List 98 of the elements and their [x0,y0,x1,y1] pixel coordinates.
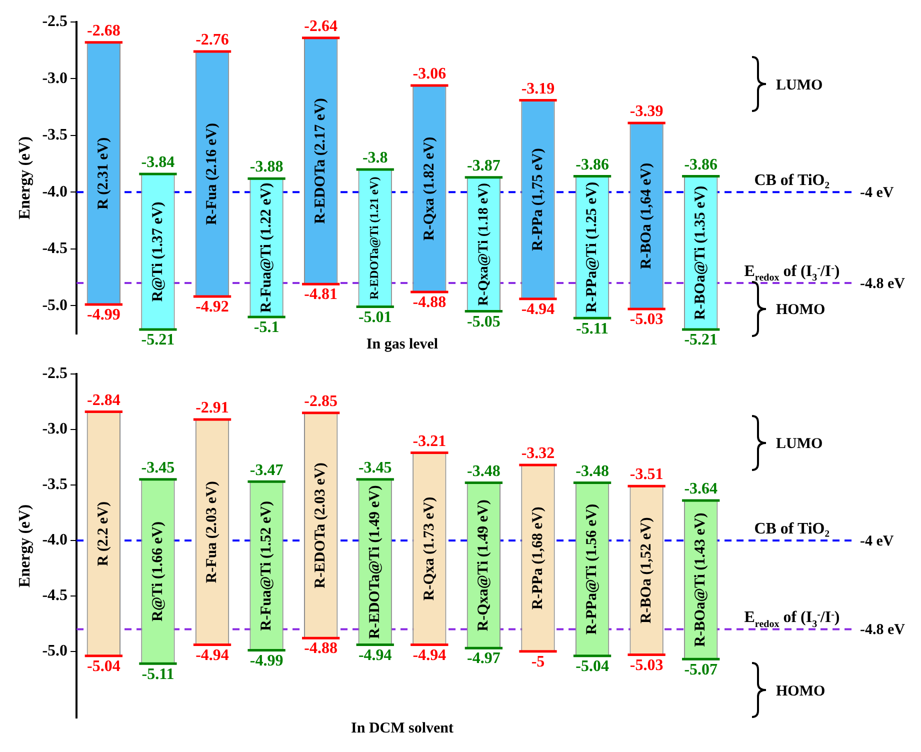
y-tick-label: -5.0 [42,642,68,660]
category-label: R-BOa (1,52 eV) [638,517,654,624]
annotation: -2.64 [304,18,338,36]
annotation: -4.94 [196,646,229,664]
annotation: -5.11 [576,320,609,338]
annotation: -5.05 [467,313,500,330]
category-label: R-BOa@Ti (1.35 eV) [692,186,709,320]
category-label: R-Fua (2.03 eV) [204,481,220,584]
y-tick-label: -3.5 [42,126,68,144]
annotation: -3.51 [630,466,664,484]
category-label: R-EDOTa@Ti (1.49 eV) [366,485,383,639]
annotation: -2.76 [196,32,229,49]
annotation: -3.19 [521,80,555,98]
annotation: -3.87 [467,158,500,175]
annotation: -3.06 [412,66,446,83]
annotation: -5.21 [141,332,175,349]
ref-line-label: CB of TiO₂ [754,172,830,190]
annotation: -3.48 [576,462,609,480]
y-tick-label: -3.0 [42,70,68,87]
category-label: R-BOa (1,64 eV) [638,162,654,270]
text: -4.8 eV [860,276,906,292]
category-label: R-PPa@Ti (1.56 eV) [584,504,600,635]
text: LUMO [776,436,823,452]
y-tick-label: -4.5 [42,240,68,258]
annotation: -4.94 [358,646,392,664]
y-tick-label: -3.5 [42,476,68,494]
annotation: -5.04 [87,658,120,675]
category-label: R-Fua@Ti (1.22 eV) [258,182,274,313]
annotation: -5.11 [142,666,174,683]
annotation: -4.81 [304,286,338,304]
annotation: -3.45 [358,460,392,477]
category-label: R-PPa@Ti (1.25 eV) [584,182,600,313]
category-label: R-Fua (2.16 eV) [204,122,220,226]
category-label: R-EDOTa (2.03 eV) [312,462,329,588]
annotation: -4.88 [304,640,338,658]
text: -4 eV [860,185,894,202]
annotation: -4.88 [412,294,446,312]
text: HOMO [776,683,826,700]
y-tick-label: -2.5 [42,365,68,382]
annotation: -3.48 [467,462,500,480]
annotation: -3.88 [250,158,284,176]
annotation: -5 [531,654,545,671]
category-label: R-PPa (1,75 eV) [530,148,546,251]
annotation: -5.03 [630,311,664,328]
annotation: -4.92 [196,298,229,316]
text: LUMO [776,77,823,94]
annotation: -3.47 [250,462,284,479]
ref-line-label: CB of TiO₂ [754,520,830,538]
category-label: R@Ti (1.37 eV) [150,202,166,302]
category-label: R (2.31 eV) [96,137,112,210]
category-label: R-Qxa@Ti (1.49 eV) [476,500,492,632]
annotation: -5.01 [358,308,392,326]
annotation: -3.86 [576,156,609,174]
annotation: -3.21 [412,432,446,450]
y-tick-label: -4.5 [42,587,68,604]
y-tick-label: -4.0 [42,532,68,549]
category-label: R-PPa (1,68 eV) [530,506,546,610]
category-label: R-Fua@Ti (1.52 eV) [258,501,274,631]
annotation: -5.04 [576,658,609,675]
annotation: -5.03 [630,656,664,674]
y-tick-label: -5.0 [42,296,68,314]
text: -4 eV [860,533,894,550]
annotation: -3.32 [521,445,555,462]
annotation: -4.99 [250,652,284,670]
annotation: -5.07 [684,661,718,678]
category-label: R (2.2 eV) [96,502,112,566]
y-tick-label: -4.0 [42,183,68,200]
annotation: -4.94 [521,300,555,318]
category-label: R-EDOTa (2.17 eV) [312,98,329,224]
annotation: -3.86 [684,156,718,174]
category-label: R-BOa@Ti (1.43 eV) [692,512,709,647]
category-label: R-Qxa (1.73 eV) [421,496,438,601]
annotation: -4.97 [467,650,500,668]
annotation: -5.21 [684,332,718,349]
text: In DCM solvent [351,720,454,736]
annotation: -4.94 [412,646,446,664]
category-label: R-Qxa@Ti (1.18 eV) [476,182,492,306]
y-axis-title: Energy (eV) [16,136,34,220]
category-label: R@Ti (1.66 eV) [150,522,166,622]
y-tick-label: -3.0 [42,420,68,438]
annotation: -3.39 [630,103,664,120]
annotation: -2.68 [87,22,120,40]
annotation: -3.64 [684,480,718,498]
annotation: -3.8 [362,150,388,167]
text: -4.8 eV [860,622,906,638]
category-label: R-Qxa (1.82 eV) [421,136,438,241]
annotation: -2.91 [196,400,229,417]
annotation: -4.99 [87,306,120,324]
category-label: R-EDOTa@Ti (1.21 eV) [367,176,382,300]
annotation: -3.84 [141,154,175,172]
text: In gas level [366,336,438,352]
y-tick-label: -2.5 [42,13,68,30]
text: HOMO [776,302,826,318]
annotation: -5.1 [254,319,280,336]
annotation: -2.84 [87,392,120,409]
annotation: -2.85 [304,392,338,410]
y-axis-title: Energy (eV) [16,504,34,588]
annotation: -3.45 [141,460,175,477]
